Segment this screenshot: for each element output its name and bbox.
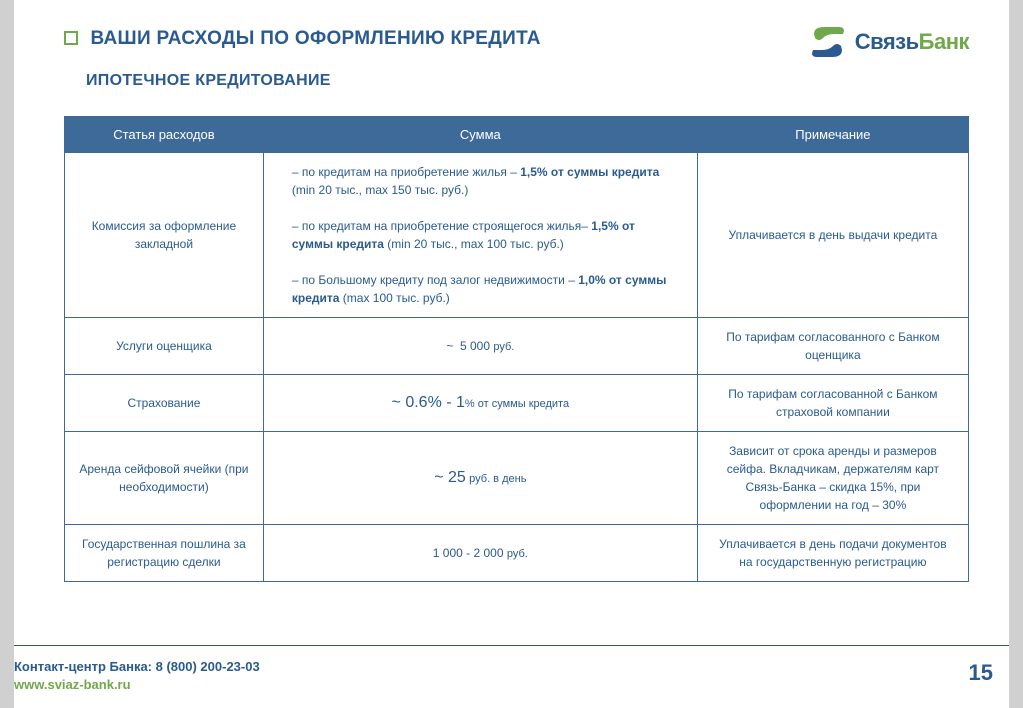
cell-note: По тарифам согласованной с Банком страхо… [697,375,968,432]
slide-content: ВАШИ РАСХОДЫ ПО ОФОРМЛЕНИЮ КРЕДИТА ИПОТЕ… [14,0,1009,708]
main-title-line: ВАШИ РАСХОДЫ ПО ОФОРМЛЕНИЮ КРЕДИТА [64,28,809,50]
bullet-icon [64,31,78,45]
cell-note: Уплачивается в день выдачи кредита [697,153,968,318]
cell-amount: 1 000 - 2 000 руб. [263,525,697,582]
decorative-bar-left [0,0,14,708]
expenses-table: Статья расходов Сумма Примечание Комисси… [64,116,969,582]
table-row: Услуги оценщика ~ 5 000 руб. По тарифам … [65,318,969,375]
page-number: 15 [969,660,993,686]
cell-note: Уплачивается в день подачи документов на… [697,525,968,582]
cell-amount: – по кредитам на приобретение жилья – 1,… [263,153,697,318]
logo-text-part2: Банк [919,29,969,55]
logo-icon [809,24,847,60]
table-row: Комиссия за оформление закладной – по кр… [65,153,969,318]
footer: Контакт-центр Банка: 8 (800) 200-23-03 w… [14,658,260,694]
logo: СвязьБанк [809,24,969,60]
cell-note: Зависит от срока аренды и размеров сейфа… [697,432,968,525]
cell-note: По тарифам согласованного с Банком оценщ… [697,318,968,375]
cell-amount: ~ 25 руб. в день [263,432,697,525]
logo-text-part1: Связь [855,29,919,55]
col-header-amount: Сумма [263,117,697,153]
header-row: ВАШИ РАСХОДЫ ПО ОФОРМЛЕНИЮ КРЕДИТА ИПОТЕ… [64,28,969,90]
footer-contact: Контакт-центр Банка: 8 (800) 200-23-03 [14,658,260,676]
cell-expense: Аренда сейфовой ячейки (при необходимост… [65,432,264,525]
table-header-row: Статья расходов Сумма Примечание [65,117,969,153]
table-row: Аренда сейфовой ячейки (при необходимост… [65,432,969,525]
decorative-bar-right [1009,0,1023,708]
table-row: Страхование ~ 0.6% - 1% от суммы кредита… [65,375,969,432]
cell-expense: Услуги оценщика [65,318,264,375]
cell-amount: ~ 5 000 руб. [263,318,697,375]
cell-expense: Государственная пошлина за регистрацию с… [65,525,264,582]
col-header-expense: Статья расходов [65,117,264,153]
main-title: ВАШИ РАСХОДЫ ПО ОФОРМЛЕНИЮ КРЕДИТА [90,28,540,49]
cell-expense: Комиссия за оформление закладной [65,153,264,318]
table-row: Государственная пошлина за регистрацию с… [65,525,969,582]
cell-expense: Страхование [65,375,264,432]
sub-title: ИПОТЕЧНОЕ КРЕДИТОВАНИЕ [86,72,809,90]
footer-url: www.sviaz-bank.ru [14,676,260,694]
cell-amount: ~ 0.6% - 1% от суммы кредита [263,375,697,432]
title-area: ВАШИ РАСХОДЫ ПО ОФОРМЛЕНИЮ КРЕДИТА ИПОТЕ… [64,28,809,90]
col-header-note: Примечание [697,117,968,153]
footer-divider [14,645,1009,646]
